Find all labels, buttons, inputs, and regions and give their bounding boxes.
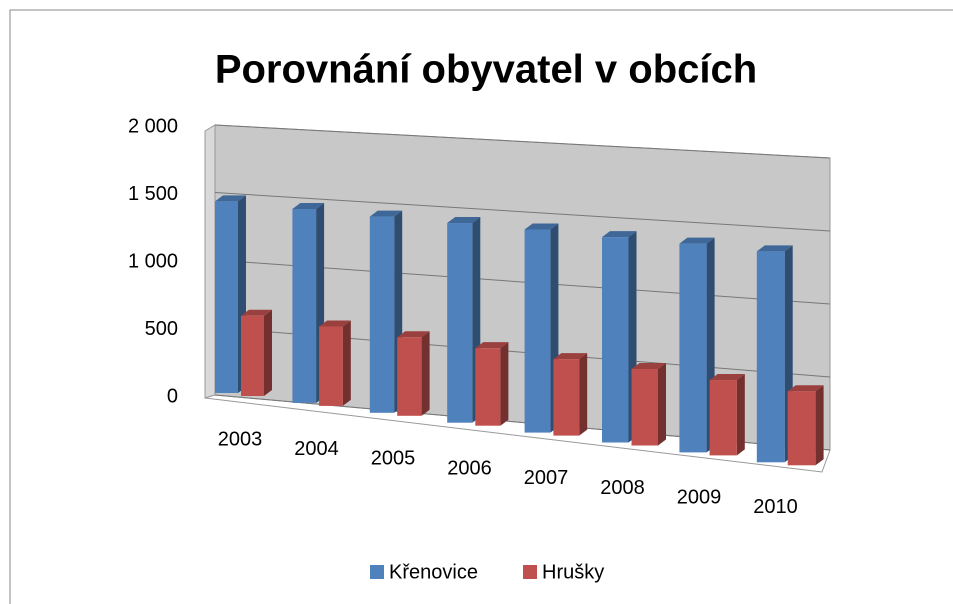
x-tick-label: 2010: [753, 496, 798, 518]
bar: [475, 342, 509, 426]
bar-top: [369, 210, 403, 217]
bar-front: [524, 229, 551, 433]
bar-front: [756, 251, 785, 463]
bar: [787, 385, 824, 466]
bar-side: [264, 309, 272, 396]
bar-top: [292, 202, 325, 209]
bar: [319, 320, 351, 406]
bar-front: [679, 243, 707, 453]
x-tick-label: 2005: [371, 448, 416, 470]
bar-front: [553, 359, 580, 436]
bar-side: [815, 385, 824, 466]
y-tick-label: 2 000: [128, 115, 178, 137]
bar-front: [602, 237, 629, 443]
bar-top: [709, 374, 745, 381]
bar: [524, 223, 559, 433]
bar-front: [215, 201, 238, 393]
bar: [369, 210, 403, 413]
x-tick-label: 2003: [218, 428, 263, 450]
bar-top: [679, 237, 715, 244]
bar-top: [215, 195, 246, 202]
bar-side: [421, 331, 430, 416]
bar-side: [736, 374, 745, 456]
x-tick-label: 2008: [600, 477, 645, 499]
bar: [241, 309, 272, 396]
bar-front: [475, 348, 501, 426]
legend-swatch: [370, 565, 384, 579]
chart-title: Porovnání obyvatel v obcích: [215, 48, 757, 92]
bar-top: [241, 309, 272, 316]
bar-front: [787, 391, 816, 466]
bar-top: [631, 362, 666, 369]
x-tick-label: 2004: [294, 438, 339, 460]
y-tick-label: 1 500: [128, 183, 178, 205]
bar-front: [292, 208, 317, 403]
bar: [709, 374, 745, 456]
grid-line: [214, 192, 831, 232]
bar-top: [756, 245, 793, 252]
bar-top: [475, 342, 509, 349]
x-tick-label: 2006: [447, 457, 492, 479]
y-tick-label: 1 000: [128, 250, 178, 272]
bar-front: [447, 223, 473, 423]
bar-front: [241, 315, 264, 396]
legend-label: Hrušky: [542, 561, 604, 583]
y-tick-label: 500: [145, 318, 178, 340]
bar-top: [319, 320, 351, 327]
bar-top: [553, 353, 588, 360]
bar-front: [709, 380, 737, 456]
bar-side: [500, 342, 509, 426]
bar: [756, 245, 793, 463]
x-tick-label: 2007: [524, 467, 569, 489]
side-wall: [204, 124, 216, 399]
bar: [679, 237, 715, 453]
legend-swatch: [523, 565, 537, 579]
bar-side: [579, 353, 588, 436]
bar: [553, 353, 588, 436]
bar-top: [397, 331, 430, 338]
bar-top: [447, 217, 481, 224]
bar-front: [369, 216, 395, 413]
bar-side: [342, 320, 351, 406]
legend-label: Křenovice: [389, 561, 478, 583]
y-tick-label: 0: [167, 385, 178, 407]
bar-front: [397, 337, 422, 416]
grid-line: [214, 124, 831, 159]
bar-top: [602, 231, 637, 238]
bar: [631, 362, 666, 446]
bar: [447, 217, 481, 423]
bar-front: [631, 368, 658, 446]
bar-side: [658, 362, 666, 446]
bar-top: [524, 223, 559, 230]
bar: [397, 331, 430, 416]
bar: [602, 231, 637, 443]
bar-top: [787, 385, 824, 392]
bar-front: [319, 326, 343, 406]
x-tick-label: 2009: [677, 486, 722, 508]
